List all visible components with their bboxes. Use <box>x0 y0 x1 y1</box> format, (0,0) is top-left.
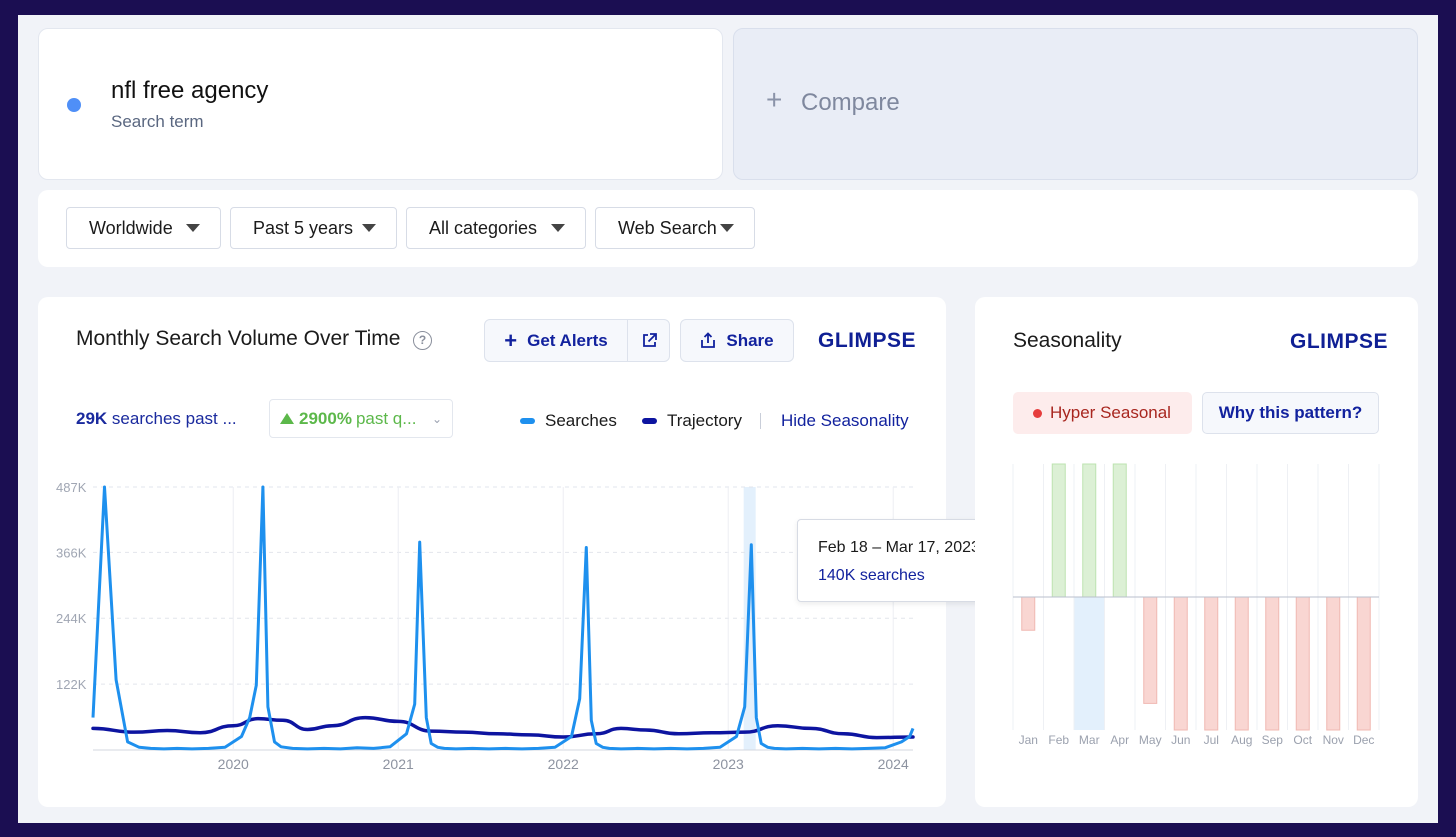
month-label: Mar <box>1079 733 1100 747</box>
y-tick-label: 244K <box>56 611 87 626</box>
external-link-icon <box>642 333 657 347</box>
legend-searches-label: Searches <box>545 411 617 430</box>
y-tick-label: 366K <box>56 545 87 560</box>
season-bar-apr <box>1112 463 1127 598</box>
season-bar-aug <box>1234 596 1249 731</box>
glimpse-logo: GLIMPSE <box>1290 330 1389 353</box>
season-bar-jan <box>1021 596 1036 631</box>
external-link-button[interactable] <box>628 320 670 361</box>
compare-button[interactable]: + Compare <box>733 28 1418 180</box>
chart-title: Monthly Search Volume Over Time <box>76 327 401 350</box>
question-icon[interactable]: ? <box>413 331 432 350</box>
searches-line <box>91 485 915 751</box>
season-bar-may <box>1143 596 1158 704</box>
compare-label: Compare <box>801 89 900 116</box>
search-term-card[interactable]: nfl free agency Search term <box>38 28 723 180</box>
searches-suffix: searches past ... <box>111 409 237 428</box>
searches-swatch <box>520 418 535 424</box>
season-bar-feb <box>1051 463 1066 598</box>
filter-category[interactable]: All categories <box>406 207 586 249</box>
x-tick-label: 2022 <box>548 756 579 772</box>
legend-trajectory-label: Trajectory <box>667 411 742 430</box>
hide-seasonality-link[interactable]: Hide Seasonality <box>781 411 909 430</box>
plus-icon: + <box>766 84 783 115</box>
search-term-title: nfl free agency <box>111 77 269 104</box>
legend-trajectory: Trajectory <box>642 411 742 431</box>
highlight-column <box>1074 597 1105 730</box>
caret-down-icon <box>362 224 376 232</box>
month-label: Oct <box>1293 733 1312 747</box>
filters-bar: Worldwide Past 5 years All categories We… <box>38 190 1418 267</box>
alerts-button-group: + Get Alerts <box>484 319 670 362</box>
season-bar-dec <box>1356 596 1371 731</box>
tooltip-value: 140K searches <box>818 567 925 584</box>
tooltip-date: Feb 18 – Mar 17, 2023 <box>818 539 980 556</box>
month-label: Aug <box>1231 733 1252 747</box>
y-tick-label: 487K <box>56 480 87 495</box>
seasonality-title: Seasonality <box>1013 329 1122 352</box>
caret-down-icon <box>720 224 734 232</box>
seasonality-card: Seasonality GLIMPSE Hyper Seasonal Why t… <box>975 297 1418 807</box>
status-dot <box>1033 408 1042 418</box>
get-alerts-button[interactable]: + Get Alerts <box>485 320 628 361</box>
seasonality-badge: Hyper Seasonal <box>1013 392 1192 434</box>
caret-down-icon <box>186 224 200 232</box>
x-tick-label: 2023 <box>713 756 744 772</box>
filter-category-label: All categories <box>429 217 538 238</box>
glimpse-logo: GLIMPSE <box>818 329 917 352</box>
searches-stat: 29K searches past ... <box>76 409 237 429</box>
month-label: Feb <box>1048 733 1069 747</box>
volume-chart[interactable]: 487K 366K 244K 122K 2020 2021 2022 2023 2024 <box>38 297 946 807</box>
month-label: Jun <box>1171 733 1190 747</box>
month-label: May <box>1139 733 1162 747</box>
legend-divider <box>760 413 761 429</box>
term-color-dot <box>67 98 81 112</box>
trajectory-swatch <box>642 418 657 424</box>
chevron-down-icon: ⌄ <box>431 412 442 426</box>
month-label: Sep <box>1262 733 1284 747</box>
seasonality-badge-label: Hyper Seasonal <box>1050 403 1171 422</box>
month-label: Jan <box>1019 733 1038 747</box>
growth-dropdown[interactable]: 2900% past q... ⌄ <box>269 399 453 438</box>
growth-suffix: past q... <box>355 408 417 428</box>
season-bar-oct <box>1295 596 1310 731</box>
filter-location[interactable]: Worldwide <box>66 207 221 249</box>
filter-time-range-label: Past 5 years <box>253 217 354 238</box>
plus-icon: + <box>504 327 518 353</box>
legend-searches: Searches <box>520 411 617 431</box>
season-bar-mar <box>1082 463 1097 598</box>
x-tick-label: 2024 <box>878 756 909 772</box>
share-label: Share <box>726 330 774 350</box>
y-tick-label: 122K <box>56 677 87 692</box>
volume-chart-card: Monthly Search Volume Over Time ? + Get … <box>38 297 946 807</box>
season-bar-nov <box>1326 596 1341 731</box>
season-bar-jul <box>1204 596 1219 731</box>
up-triangle-icon <box>280 413 294 424</box>
month-label: Jul <box>1204 733 1219 747</box>
x-tick-label: 2021 <box>383 756 414 772</box>
month-label: Nov <box>1323 733 1344 747</box>
filter-location-label: Worldwide <box>89 217 173 238</box>
filter-search-type[interactable]: Web Search <box>595 207 755 249</box>
chart-tooltip: Feb 18 – Mar 17, 2023 140K searches <box>797 519 998 602</box>
app-frame: nfl free agency Search term + Compare Wo… <box>18 15 1438 823</box>
growth-value: 2900% <box>299 408 352 428</box>
searches-value: 29K <box>76 409 108 428</box>
share-button[interactable]: Share <box>680 319 794 362</box>
seasonality-chart[interactable]: Jan Feb Mar Apr May Jun Jul Aug Sep Oct Nov Dec <box>975 297 1418 807</box>
season-bar-sep <box>1265 596 1280 731</box>
trajectory-line <box>91 715 915 740</box>
filter-time-range[interactable]: Past 5 years <box>230 207 397 249</box>
share-icon <box>701 332 716 348</box>
caret-down-icon <box>551 224 565 232</box>
x-tick-label: 2020 <box>218 756 249 772</box>
season-bar-jun <box>1173 596 1188 731</box>
why-pattern-button[interactable]: Why this pattern? <box>1202 392 1379 434</box>
filter-search-type-label: Web Search <box>618 217 717 238</box>
get-alerts-label: Get Alerts <box>527 330 608 350</box>
month-label: Apr <box>1110 733 1129 747</box>
search-term-subtitle: Search term <box>111 112 204 131</box>
month-label: Dec <box>1353 733 1374 747</box>
